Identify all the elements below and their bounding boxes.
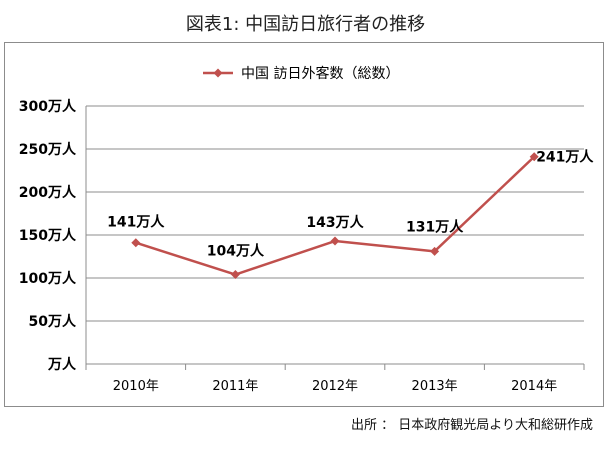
data-label: 141万人 [107,214,165,231]
legend-marker [213,68,223,78]
y-tick-label: 50万人 [29,313,77,330]
series: 141万人 104万人 143万人 131万人 241万人 [107,149,594,280]
x-tick-label: 2011年 [212,379,258,394]
y-tick-label: 万人 [47,356,77,373]
data-point-marker [430,246,440,256]
x-tick-label: 2010年 [113,379,159,394]
figure-title: 図表1: 中国訪日旅行者の推移 [185,14,426,35]
y-tick-label: 200万人 [19,184,77,201]
legend-label: 中国 訪日外客数（総数） [241,65,399,82]
data-label: 104万人 [207,243,265,260]
data-point-marker [330,236,340,246]
source-note: 出所 ： 日本政府観光局より大和総研作成 [350,418,593,433]
data-point-marker [529,152,539,162]
data-label: 131万人 [406,218,464,235]
data-point-marker [131,238,141,248]
y-tick-label: 250万人 [19,141,77,158]
gridlines [86,105,584,365]
y-tick-label: 300万人 [19,98,77,115]
axes: 万人 50万人 100万人 150万人 200万人 250万人 300万人 2010年 2011… [19,98,585,394]
legend: 中国 訪日外客数（総数） [203,65,399,82]
x-tick-label: 2013年 [412,379,458,394]
data-point-marker [230,270,240,280]
x-tick-label: 2012年 [312,379,358,394]
y-tick-label: 150万人 [19,227,77,244]
y-tick-label: 100万人 [19,270,77,287]
data-label: 241万人 [536,149,594,166]
data-label: 143万人 [306,214,364,231]
chart-frame [4,42,604,407]
x-tick-label: 2014年 [511,379,557,394]
